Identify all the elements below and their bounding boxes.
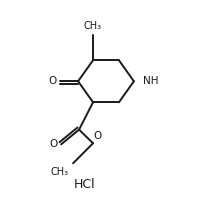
Text: O: O xyxy=(49,139,58,149)
Text: CH₃: CH₃ xyxy=(84,21,102,31)
Text: O: O xyxy=(94,131,102,141)
Text: CH₃: CH₃ xyxy=(50,167,68,177)
Text: O: O xyxy=(48,76,57,86)
Text: HCl: HCl xyxy=(74,178,96,191)
Text: NH: NH xyxy=(143,76,158,86)
